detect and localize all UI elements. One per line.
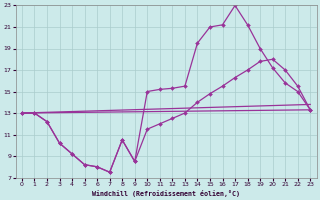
X-axis label: Windchill (Refroidissement éolien,°C): Windchill (Refroidissement éolien,°C) (92, 190, 240, 197)
